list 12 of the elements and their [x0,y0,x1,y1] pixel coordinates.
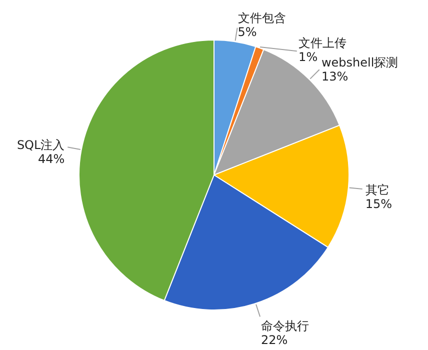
data-label: 22% [260,333,288,348]
slice-label: 命令执行 [260,319,309,334]
data-label: 15% [365,196,392,211]
slice-label: 文件包含 [238,10,286,25]
data-label: 13% [321,70,348,84]
slice-label: SQL注入 [16,138,65,152]
data-label: 44% [38,152,65,166]
slice-label: 文件上传 [298,36,347,50]
slice-label: 其它 [365,182,390,197]
slice-label: webshell探测 [321,56,398,70]
data-label: 5% [238,24,257,39]
data-label: 1% [298,50,318,64]
